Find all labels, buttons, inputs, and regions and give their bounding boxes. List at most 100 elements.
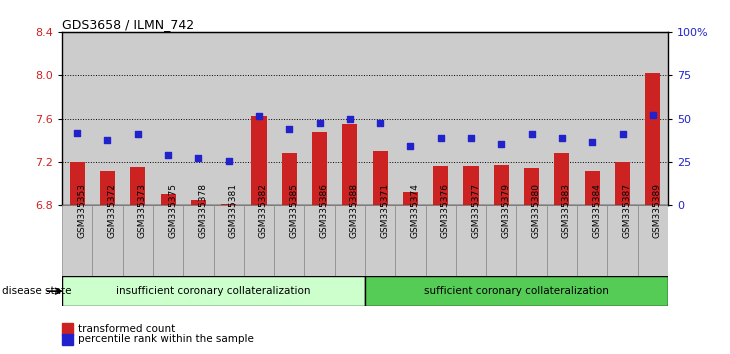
Bar <box>221 204 237 205</box>
Bar <box>100 171 115 205</box>
Text: GSM335388: GSM335388 <box>350 183 359 239</box>
Bar <box>342 124 358 205</box>
Bar <box>183 32 214 205</box>
Text: GSM335385: GSM335385 <box>289 183 299 239</box>
Bar <box>486 32 517 205</box>
Point <box>586 139 598 145</box>
Bar <box>464 166 479 205</box>
Text: GSM335372: GSM335372 <box>107 183 117 239</box>
Bar <box>69 162 85 205</box>
Text: GSM335380: GSM335380 <box>531 183 541 239</box>
Bar <box>312 132 327 205</box>
Bar <box>365 276 668 306</box>
Text: GSM335376: GSM335376 <box>441 183 450 239</box>
Point <box>132 131 144 137</box>
Text: GSM335371: GSM335371 <box>380 183 389 239</box>
Bar <box>62 32 93 205</box>
Bar <box>554 153 569 205</box>
Point <box>526 131 537 137</box>
Bar <box>456 32 486 205</box>
Text: percentile rank within the sample: percentile rank within the sample <box>78 335 254 344</box>
Point <box>223 158 234 164</box>
Text: GSM335373: GSM335373 <box>138 183 147 239</box>
Point <box>647 113 658 118</box>
Bar <box>153 205 183 276</box>
Bar <box>93 32 123 205</box>
Point <box>253 114 265 119</box>
Bar <box>304 205 335 276</box>
Bar <box>577 205 607 276</box>
Text: GSM335384: GSM335384 <box>592 183 602 239</box>
Bar <box>517 32 547 205</box>
Bar <box>365 205 396 276</box>
Bar <box>615 162 630 205</box>
Bar <box>403 192 418 205</box>
Bar <box>486 205 517 276</box>
Text: sufficient coronary collateralization: sufficient coronary collateralization <box>424 286 609 296</box>
Bar <box>433 166 448 205</box>
Bar <box>585 171 600 205</box>
Text: GSM335375: GSM335375 <box>168 183 177 239</box>
Text: GSM335381: GSM335381 <box>228 183 238 239</box>
Bar <box>396 205 426 276</box>
Bar <box>638 205 668 276</box>
Text: GSM335386: GSM335386 <box>320 183 328 239</box>
Point <box>283 127 295 132</box>
Point <box>72 130 83 136</box>
Bar <box>577 32 607 205</box>
Bar <box>607 32 638 205</box>
Bar <box>607 205 638 276</box>
Bar <box>456 205 486 276</box>
Point <box>193 155 204 160</box>
Bar <box>161 194 176 205</box>
Bar <box>365 32 396 205</box>
Bar <box>372 151 388 205</box>
Point <box>556 135 568 141</box>
Text: GSM335387: GSM335387 <box>623 183 631 239</box>
Text: GSM335389: GSM335389 <box>653 183 662 239</box>
Text: GDS3658 / ILMN_742: GDS3658 / ILMN_742 <box>62 18 194 31</box>
Bar <box>244 205 274 276</box>
Point <box>162 153 174 158</box>
Bar <box>493 165 509 205</box>
Point <box>314 120 326 126</box>
Bar <box>638 32 668 205</box>
Point <box>465 135 477 141</box>
Bar <box>191 200 206 205</box>
Text: disease state: disease state <box>2 286 72 296</box>
Text: GSM335383: GSM335383 <box>562 183 571 239</box>
Text: GSM335353: GSM335353 <box>77 183 86 239</box>
Bar <box>251 116 266 205</box>
Bar <box>123 32 153 205</box>
Bar <box>244 32 274 205</box>
Text: GSM335378: GSM335378 <box>199 183 207 239</box>
Bar <box>214 32 244 205</box>
Bar <box>547 32 577 205</box>
Text: GSM335379: GSM335379 <box>502 183 510 239</box>
Text: GSM335377: GSM335377 <box>471 183 480 239</box>
Bar <box>274 205 304 276</box>
Bar <box>547 205 577 276</box>
Bar <box>62 276 365 306</box>
Point <box>404 143 416 149</box>
Bar <box>62 205 93 276</box>
Text: GSM335374: GSM335374 <box>410 183 420 239</box>
Bar <box>130 167 145 205</box>
Point <box>101 137 113 143</box>
Bar <box>282 153 297 205</box>
Bar <box>517 205 547 276</box>
Text: insufficient coronary collateralization: insufficient coronary collateralization <box>116 286 311 296</box>
Bar <box>335 205 365 276</box>
Bar <box>426 205 456 276</box>
Bar <box>335 32 365 205</box>
Point <box>374 120 386 126</box>
Bar <box>426 32 456 205</box>
Bar <box>645 73 661 205</box>
Point <box>617 131 629 137</box>
Point <box>496 141 507 146</box>
Text: transformed count: transformed count <box>78 324 175 334</box>
Bar <box>183 205 214 276</box>
Bar <box>524 169 539 205</box>
Bar <box>304 32 335 205</box>
Bar <box>153 32 183 205</box>
